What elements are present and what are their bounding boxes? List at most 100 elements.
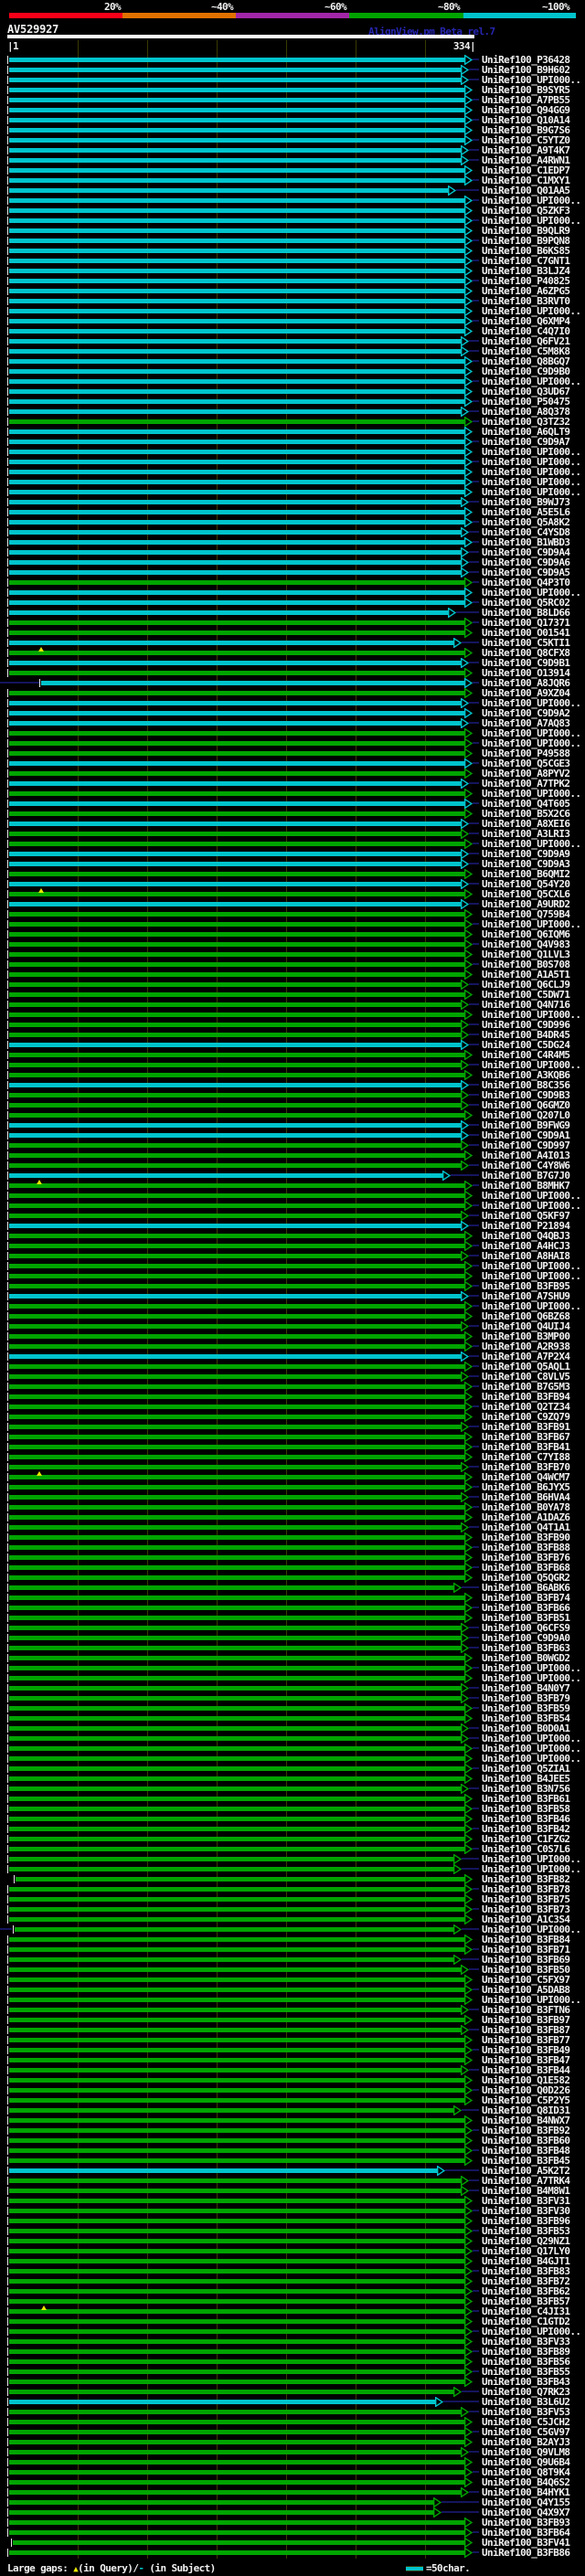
- alignment-row[interactable]: UniRef100_C9D9A0: [0, 1632, 585, 1644]
- alignment-row[interactable]: UniRef100_Q54Y20: [0, 878, 585, 890]
- alignment-row[interactable]: UniRef100_UPI000..: [0, 466, 585, 478]
- alignment-row[interactable]: UniRef100_B3FB71: [0, 1944, 585, 1956]
- alignment-row[interactable]: UniRef100_B3FTN6: [0, 2004, 585, 2016]
- alignment-row[interactable]: UniRef100_B3FB58: [0, 1803, 585, 1815]
- alignment-row[interactable]: UniRef100_Q9U6B4: [0, 2456, 585, 2468]
- alignment-row[interactable]: UniRef100_C9D9A3: [0, 858, 585, 870]
- alignment-row[interactable]: UniRef100_Q4X9X7: [0, 2507, 585, 2518]
- alignment-row[interactable]: UniRef100_UPI000..: [0, 1753, 585, 1765]
- alignment-row[interactable]: UniRef100_Q1E582: [0, 2074, 585, 2086]
- alignment-row[interactable]: UniRef100_B2AYJ3: [0, 2436, 585, 2448]
- alignment-row[interactable]: UniRef100_A4I013: [0, 1150, 585, 1161]
- alignment-row[interactable]: UniRef100_B9H602: [0, 64, 585, 76]
- alignment-row[interactable]: UniRef100_Q0D226: [0, 2084, 585, 2096]
- alignment-row[interactable]: UniRef100_Q5ZKF3: [0, 205, 585, 217]
- alignment-row[interactable]: UniRef100_Q4UIJ4: [0, 1320, 585, 1332]
- alignment-row[interactable]: UniRef100_B3FV30: [0, 2205, 585, 2217]
- alignment-row[interactable]: UniRef100_A6QLT9: [0, 426, 585, 438]
- alignment-row[interactable]: UniRef100_A3LRI3: [0, 828, 585, 840]
- alignment-row[interactable]: UniRef100_UPI000..: [0, 788, 585, 800]
- alignment-row[interactable]: UniRef100_Q8CFX8: [0, 647, 585, 659]
- alignment-row[interactable]: UniRef100_UPI000..: [0, 476, 585, 488]
- alignment-row[interactable]: UniRef100_Q4Y155: [0, 2496, 585, 2508]
- alignment-row[interactable]: UniRef100_P21894: [0, 1220, 585, 1232]
- alignment-row[interactable]: UniRef100_UPI000..: [0, 1863, 585, 1875]
- alignment-row[interactable]: UniRef100_C5DW71: [0, 989, 585, 1001]
- alignment-row[interactable]: UniRef100_UPI000..: [0, 1270, 585, 1282]
- alignment-row[interactable]: UniRef100_P40825: [0, 275, 585, 287]
- alignment-row[interactable]: UniRef100_Q7RK23: [0, 2386, 585, 2398]
- alignment-row[interactable]: UniRef100_Q9VLM8: [0, 2446, 585, 2458]
- alignment-row[interactable]: UniRef100_A4HCJ3: [0, 1240, 585, 1252]
- alignment-row[interactable]: UniRef100_B3FB45: [0, 2155, 585, 2167]
- alignment-row[interactable]: UniRef100_C9D997: [0, 1140, 585, 1151]
- alignment-row[interactable]: UniRef100_Q1LVL3: [0, 949, 585, 960]
- alignment-row[interactable]: UniRef100_UPI000..: [0, 195, 585, 207]
- alignment-row[interactable]: UniRef100_B3FB78: [0, 1883, 585, 1895]
- alignment-row[interactable]: UniRef100_B3FB91: [0, 1421, 585, 1433]
- alignment-row[interactable]: UniRef100_O01541: [0, 627, 585, 639]
- alignment-row[interactable]: UniRef100_A1DAZ6: [0, 1511, 585, 1523]
- alignment-row[interactable]: UniRef100_B3FB94: [0, 1391, 585, 1403]
- alignment-row[interactable]: UniRef100_A9T4K7: [0, 144, 585, 156]
- alignment-row[interactable]: UniRef100_UPI000..: [0, 1924, 585, 1935]
- alignment-row[interactable]: UniRef100_B3FB89: [0, 2346, 585, 2358]
- alignment-row[interactable]: UniRef100_P49588: [0, 747, 585, 759]
- alignment-row[interactable]: UniRef100_A5DAB8: [0, 1984, 585, 1996]
- alignment-row[interactable]: UniRef100_Q8BGQ7: [0, 355, 585, 367]
- alignment-row[interactable]: UniRef100_Q4T605: [0, 798, 585, 810]
- alignment-row[interactable]: UniRef100_A8XEI6: [0, 818, 585, 830]
- alignment-row[interactable]: UniRef100_UPI000..: [0, 1300, 585, 1312]
- alignment-row[interactable]: UniRef100_B0YA78: [0, 1501, 585, 1513]
- alignment-row[interactable]: UniRef100_Q5CGE3: [0, 758, 585, 769]
- alignment-row[interactable]: UniRef100_A8PYV2: [0, 768, 585, 779]
- alignment-row[interactable]: UniRef100_C9D9A6: [0, 557, 585, 568]
- alignment-row[interactable]: UniRef100_Q5AQL1: [0, 1361, 585, 1373]
- alignment-row[interactable]: UniRef100_A5E5L6: [0, 506, 585, 518]
- alignment-row[interactable]: UniRef100_B4DR45: [0, 1029, 585, 1041]
- alignment-row[interactable]: UniRef100_B3L6U2: [0, 2396, 585, 2408]
- alignment-row[interactable]: UniRef100_B3FB69: [0, 1954, 585, 1966]
- alignment-row[interactable]: UniRef100_UPI000..: [0, 446, 585, 458]
- alignment-row[interactable]: UniRef100_C5FX97: [0, 1974, 585, 1986]
- alignment-row[interactable]: UniRef100_B3FB76: [0, 1552, 585, 1564]
- alignment-row[interactable]: UniRef100_B3FV41: [0, 2537, 585, 2549]
- alignment-row[interactable]: UniRef100_UPI000..: [0, 1672, 585, 1684]
- alignment-row[interactable]: UniRef100_B9QLR9: [0, 225, 585, 237]
- alignment-row[interactable]: UniRef100_B3RVT0: [0, 295, 585, 307]
- alignment-row[interactable]: UniRef100_Q01AA5: [0, 185, 585, 196]
- alignment-row[interactable]: UniRef100_B3FB87: [0, 2024, 585, 2036]
- alignment-row[interactable]: UniRef100_A7TPK2: [0, 778, 585, 790]
- alignment-row[interactable]: UniRef100_Q29NZ1: [0, 2235, 585, 2247]
- alignment-row[interactable]: UniRef100_B4N0Y7: [0, 1682, 585, 1694]
- alignment-row[interactable]: UniRef100_A1A5T1: [0, 969, 585, 981]
- alignment-row[interactable]: UniRef100_Q4WCM7: [0, 1471, 585, 1483]
- alignment-row[interactable]: UniRef100_UPI000..: [0, 215, 585, 227]
- alignment-row[interactable]: UniRef100_B3FB63: [0, 1642, 585, 1654]
- alignment-row[interactable]: UniRef100_UPI000..: [0, 727, 585, 739]
- alignment-row[interactable]: UniRef100_UPI000..: [0, 1994, 585, 2006]
- alignment-row[interactable]: UniRef100_B6KS85: [0, 245, 585, 257]
- alignment-row[interactable]: UniRef100_B3FB44: [0, 2064, 585, 2076]
- alignment-row[interactable]: UniRef100_B4M8W1: [0, 2185, 585, 2197]
- alignment-row[interactable]: UniRef100_UPI000..: [0, 838, 585, 850]
- alignment-row[interactable]: UniRef100_B8C356: [0, 1079, 585, 1091]
- alignment-row[interactable]: UniRef100_UPI000..: [0, 1853, 585, 1865]
- alignment-row[interactable]: UniRef100_B6JYX5: [0, 1481, 585, 1493]
- alignment-row[interactable]: UniRef100_C5DG24: [0, 1039, 585, 1051]
- alignment-row[interactable]: UniRef100_B3FB67: [0, 1431, 585, 1443]
- alignment-row[interactable]: UniRef100_A1C3S4: [0, 1913, 585, 1925]
- alignment-row[interactable]: UniRef100_B5X2C6: [0, 808, 585, 820]
- alignment-row[interactable]: UniRef100_B3FB82: [0, 1873, 585, 1885]
- alignment-row[interactable]: UniRef100_Q5CXL6: [0, 888, 585, 900]
- alignment-row[interactable]: UniRef100_B6ABK6: [0, 1582, 585, 1594]
- alignment-row[interactable]: UniRef100_B0S708: [0, 959, 585, 970]
- alignment-row[interactable]: UniRef100_C9D996: [0, 1019, 585, 1031]
- alignment-row[interactable]: UniRef100_B1WBD3: [0, 536, 585, 548]
- alignment-row[interactable]: UniRef100_B3FB42: [0, 1823, 585, 1835]
- alignment-row[interactable]: UniRef100_B8MHK7: [0, 1180, 585, 1192]
- alignment-row[interactable]: UniRef100_C4Y8W6: [0, 1160, 585, 1171]
- alignment-row[interactable]: UniRef100_Q8T9K4: [0, 2466, 585, 2478]
- alignment-row[interactable]: UniRef100_UPI000..: [0, 486, 585, 498]
- alignment-row[interactable]: UniRef100_C9D9A9: [0, 848, 585, 860]
